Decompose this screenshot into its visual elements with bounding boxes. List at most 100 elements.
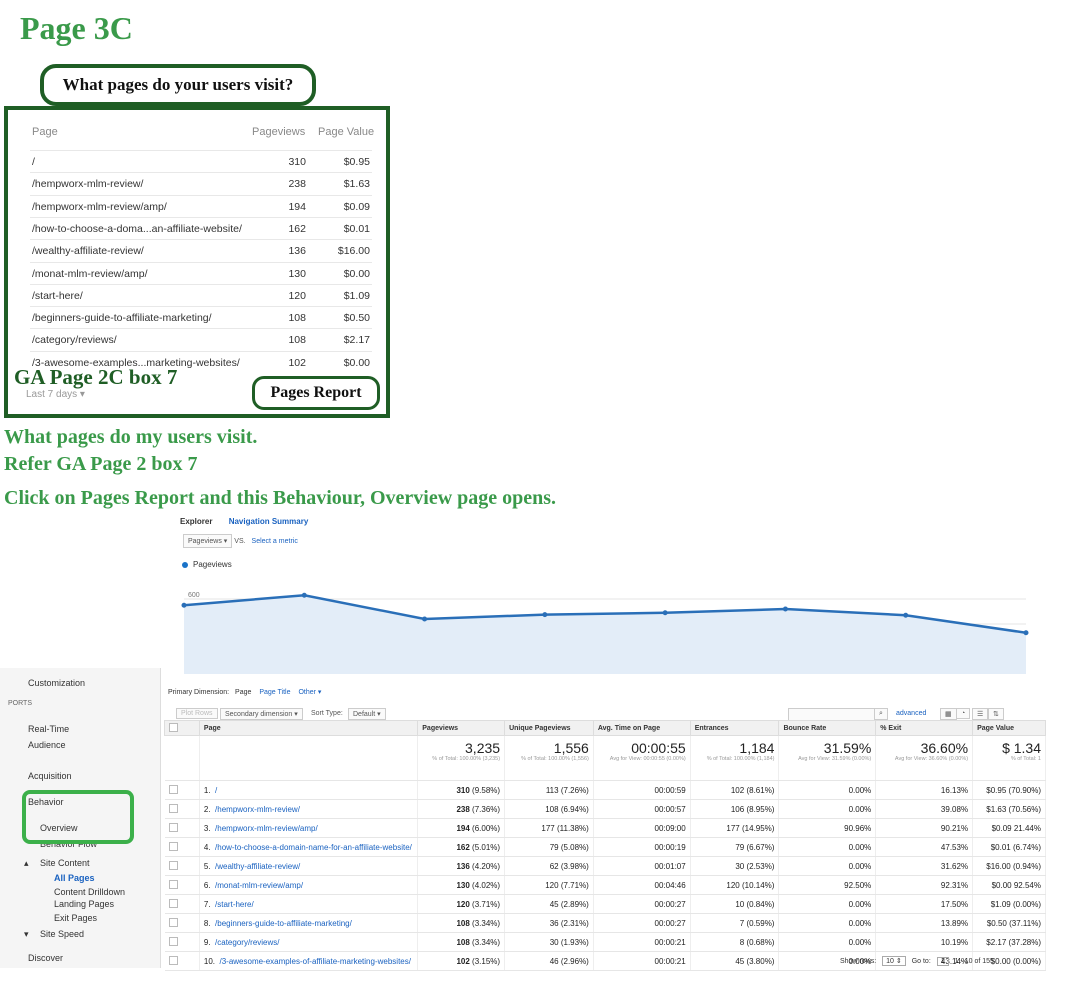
- mini-report-row[interactable]: /hempworx-mlm-review/amp/194 $0.09: [30, 194, 372, 218]
- dim-other[interactable]: Other ▾: [298, 689, 322, 696]
- row-page-cell[interactable]: 9. /category/reviews/: [199, 932, 419, 952]
- table-row[interactable]: 4. /how-to-choose-a-domain-name-for-an-a…: [164, 837, 1046, 857]
- plot-rows-button[interactable]: Plot Rows: [176, 708, 218, 719]
- select-metric-link[interactable]: Select a metric: [251, 538, 298, 545]
- row-checkbox[interactable]: [164, 780, 200, 800]
- sidebar-item-acquisition[interactable]: Acquisition: [28, 771, 72, 781]
- sidebar-item-landing-pages[interactable]: Landing Pages: [54, 899, 115, 909]
- mini-report-row[interactable]: /monat-mlm-review/amp/130 $0.00: [30, 261, 372, 285]
- advanced-link[interactable]: advanced: [896, 710, 927, 717]
- mini-report-row[interactable]: /how-to-choose-a-doma...an-affiliate-web…: [30, 216, 372, 240]
- sidebar-item-site-speed[interactable]: Site Speed: [40, 929, 85, 939]
- table-row[interactable]: 10. /3-awesome-examples-of-affiliate-mar…: [164, 951, 1046, 971]
- row-page-cell[interactable]: 6. /monat-mlm-review/amp/: [199, 875, 419, 895]
- row-page-link[interactable]: /start-here/: [215, 899, 254, 909]
- sidebar-item-audience[interactable]: Audience: [28, 740, 66, 750]
- row-page-cell[interactable]: 2. /hempworx-mlm-review/: [199, 799, 419, 819]
- comparison-view-icon[interactable]: ⇅: [988, 708, 1004, 720]
- data-point[interactable]: [782, 606, 788, 612]
- header-avg-time[interactable]: Avg. Time on Page: [592, 720, 691, 736]
- sidebar-item-overview[interactable]: Overview: [40, 823, 78, 833]
- row-page-link[interactable]: /hempworx-mlm-review/: [215, 804, 300, 814]
- table-row[interactable]: 3. /hempworx-mlm-review/amp/194 (6.00%) 1…: [164, 818, 1046, 838]
- secondary-dimension-select[interactable]: Secondary dimension ▾: [220, 708, 303, 720]
- row-checkbox[interactable]: [164, 913, 200, 933]
- row-page-cell[interactable]: 4. /how-to-choose-a-domain-name-for-an-a…: [199, 837, 419, 857]
- table-row[interactable]: 8. /beginners-guide-to-affiliate-marketi…: [164, 913, 1046, 933]
- row-page-link[interactable]: /3-awesome-examples-of-affiliate-marketi…: [219, 956, 411, 966]
- table-row[interactable]: 7. /start-here/120 (3.71%) 45 (2.89%) 00:0…: [164, 894, 1046, 914]
- mini-report-row[interactable]: /start-here/120 $1.09: [30, 283, 372, 307]
- row-checkbox[interactable]: [164, 875, 200, 895]
- sidebar-item-all-pages[interactable]: All Pages: [54, 873, 95, 883]
- data-point[interactable]: [903, 612, 909, 618]
- table-row[interactable]: 2. /hempworx-mlm-review/238 (7.36%) 108 (…: [164, 799, 1046, 819]
- performance-view-icon[interactable]: ☰: [972, 708, 989, 720]
- row-checkbox[interactable]: [164, 799, 200, 819]
- mini-report-row[interactable]: /beginners-guide-to-affiliate-marketing/…: [30, 306, 372, 329]
- row-page-link[interactable]: /monat-mlm-review/amp/: [215, 880, 304, 890]
- data-point[interactable]: [662, 610, 668, 616]
- sidebar-item-behavior[interactable]: Behavior: [28, 797, 64, 807]
- mini-report-row[interactable]: / 310 $0.95: [30, 150, 372, 173]
- sidebar-item-content-drilldown[interactable]: Content Drilldown: [54, 887, 126, 897]
- search-icon[interactable]: ⌕: [874, 708, 888, 720]
- metric-select[interactable]: Pageviews ▾: [183, 534, 233, 548]
- sidebar-item-behavior-flow[interactable]: Behavior Flow: [40, 839, 98, 849]
- goto-input[interactable]: 1: [936, 957, 949, 966]
- row-page-cell[interactable]: 1. /: [199, 780, 419, 800]
- mini-report-row[interactable]: /hempworx-mlm-review/238 $1.63: [30, 172, 372, 195]
- table-row[interactable]: 5. /wealthy-affiliate-review/136 (4.20%)…: [164, 856, 1046, 876]
- row-checkbox[interactable]: [164, 818, 200, 838]
- dim-page[interactable]: Page: [235, 689, 252, 696]
- row-checkbox[interactable]: [164, 894, 200, 914]
- tab-explorer[interactable]: Explorer: [180, 517, 213, 526]
- table-row[interactable]: 9. /category/reviews/108 (3.34%) 30 (1.93…: [164, 932, 1046, 952]
- row-page-link[interactable]: /how-to-choose-a-domain-name-for-an-affi…: [215, 842, 412, 852]
- header-page-value[interactable]: Page Value: [972, 720, 1046, 736]
- row-page-link[interactable]: /wealthy-affiliate-review/: [215, 861, 301, 871]
- mini-report-row[interactable]: /3-awesome-examples...marketing-websites…: [30, 350, 372, 374]
- sidebar-item-realtime[interactable]: Real-Time: [28, 724, 70, 734]
- dim-page-title[interactable]: Page Title: [259, 689, 291, 696]
- row-page-cell[interactable]: 8. /beginners-guide-to-affiliate-marketi…: [199, 913, 419, 933]
- table-row[interactable]: 1. /310 (9.58%) 113 (7.26%) 00:00:59 102 (8…: [164, 780, 1046, 800]
- pages-report-button[interactable]: Pages Report: [252, 376, 380, 410]
- pie-view-icon[interactable]: ◔: [956, 708, 971, 719]
- mini-report-row[interactable]: /wealthy-affiliate-review/136 $16.00: [30, 239, 372, 262]
- sidebar-item-site-content[interactable]: Site Content: [40, 858, 90, 868]
- date-range-dropdown[interactable]: Last 7 days ▾: [26, 389, 85, 400]
- data-point[interactable]: [1023, 630, 1029, 636]
- row-checkbox[interactable]: [164, 856, 200, 876]
- row-page-cell[interactable]: 10. /3-awesome-examples-of-affiliate-mar…: [199, 951, 419, 971]
- row-checkbox[interactable]: [164, 951, 200, 971]
- header-page[interactable]: Page: [198, 720, 419, 736]
- select-all-checkbox[interactable]: [164, 720, 200, 736]
- data-point[interactable]: [542, 612, 548, 618]
- row-page-link[interactable]: /: [215, 785, 218, 795]
- sidebar-item-discover[interactable]: Discover: [28, 953, 64, 963]
- header-pageviews[interactable]: Pageviews: [417, 720, 506, 736]
- row-page-link[interactable]: /hempworx-mlm-review/amp/: [215, 823, 318, 833]
- data-point[interactable]: [301, 592, 307, 598]
- sort-type-select[interactable]: Default ▾: [348, 708, 386, 720]
- header-entrances[interactable]: Entrances: [689, 720, 780, 736]
- row-page-link[interactable]: /beginners-guide-to-affiliate-marketing/: [215, 918, 352, 928]
- row-checkbox[interactable]: [164, 837, 200, 857]
- row-page-link[interactable]: /category/reviews/: [215, 937, 280, 947]
- show-rows-select[interactable]: 10 ⇕: [882, 956, 906, 966]
- header-unique-pageviews[interactable]: Unique Pageviews: [504, 720, 594, 736]
- table-view-icon[interactable]: ▦: [940, 708, 957, 720]
- data-point[interactable]: [422, 616, 428, 622]
- mini-report-row[interactable]: /category/reviews/108 $2.17: [30, 328, 372, 351]
- row-checkbox[interactable]: [164, 932, 200, 952]
- sidebar-item-customization[interactable]: Customization: [28, 678, 86, 688]
- row-page-cell[interactable]: 5. /wealthy-affiliate-review/: [199, 856, 419, 876]
- header-exit[interactable]: % Exit: [875, 720, 974, 736]
- data-point[interactable]: [181, 602, 187, 608]
- sidebar-item-exit-pages[interactable]: Exit Pages: [54, 913, 98, 923]
- row-page-cell[interactable]: 7. /start-here/: [199, 894, 419, 914]
- row-page-cell[interactable]: 3. /hempworx-mlm-review/amp/: [199, 818, 419, 838]
- header-bounce-rate[interactable]: Bounce Rate: [778, 720, 877, 736]
- table-row[interactable]: 6. /monat-mlm-review/amp/130 (4.02%) 120 …: [164, 875, 1046, 895]
